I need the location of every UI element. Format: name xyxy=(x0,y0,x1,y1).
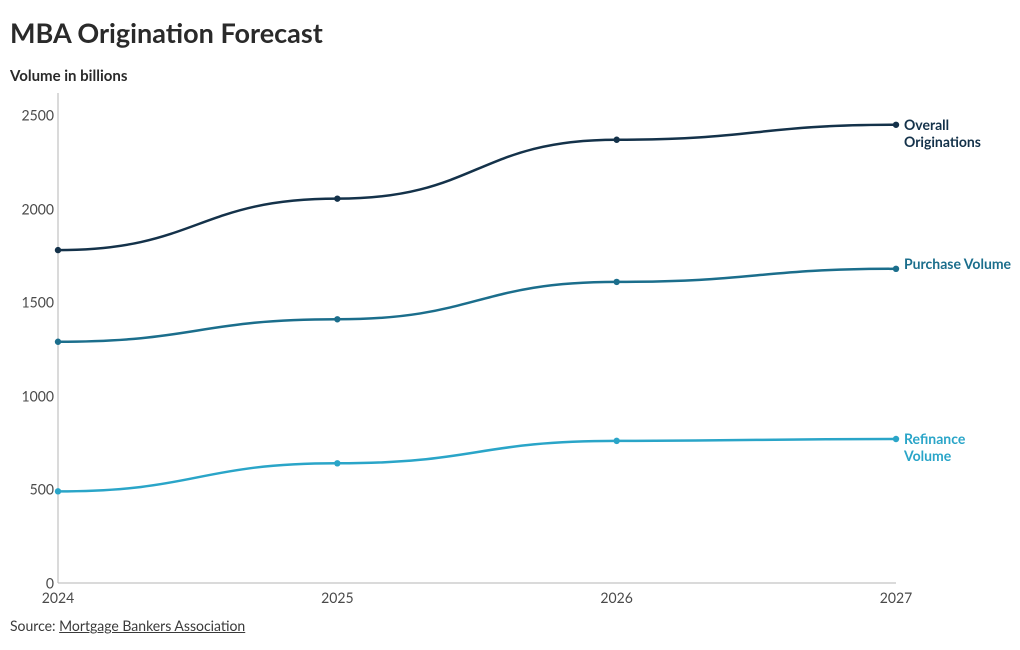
source-prefix: Source: xyxy=(10,617,59,634)
series-label-purchase: Purchase Volume xyxy=(904,256,1011,273)
source-link[interactable]: Mortgage Bankers Association xyxy=(59,617,245,634)
series-marker-overall xyxy=(893,122,899,128)
series-marker-purchase xyxy=(55,339,61,345)
x-tick-label: 2024 xyxy=(42,589,74,606)
plot-svg xyxy=(10,93,900,587)
x-tick-label: 2025 xyxy=(321,589,353,606)
series-label-overall: Overall Originations xyxy=(904,117,981,151)
x-tick-label: 2026 xyxy=(600,589,632,606)
chart-subtitle: Volume in billions xyxy=(10,67,1010,85)
series-marker-overall xyxy=(55,247,61,253)
series-marker-refinance xyxy=(55,488,61,494)
chart-container: MBA Origination Forecast Volume in billi… xyxy=(0,0,1020,650)
series-marker-overall xyxy=(613,137,619,143)
series-line-purchase xyxy=(58,269,896,342)
series-marker-purchase xyxy=(334,316,340,322)
series-marker-refinance xyxy=(613,438,619,444)
series-line-refinance xyxy=(58,439,896,491)
series-marker-refinance xyxy=(334,460,340,466)
chart-region: 050010001500200025002024202520262027Over… xyxy=(10,93,1010,603)
series-line-overall xyxy=(58,125,896,250)
source-line: Source: Mortgage Bankers Association xyxy=(10,617,1010,634)
series-marker-purchase xyxy=(613,279,619,285)
series-marker-overall xyxy=(334,195,340,201)
series-marker-purchase xyxy=(893,266,899,272)
series-marker-refinance xyxy=(893,436,899,442)
x-tick-label: 2027 xyxy=(880,589,912,606)
series-label-refinance: Refinance Volume xyxy=(904,431,965,465)
chart-title: MBA Origination Forecast xyxy=(10,16,1010,49)
